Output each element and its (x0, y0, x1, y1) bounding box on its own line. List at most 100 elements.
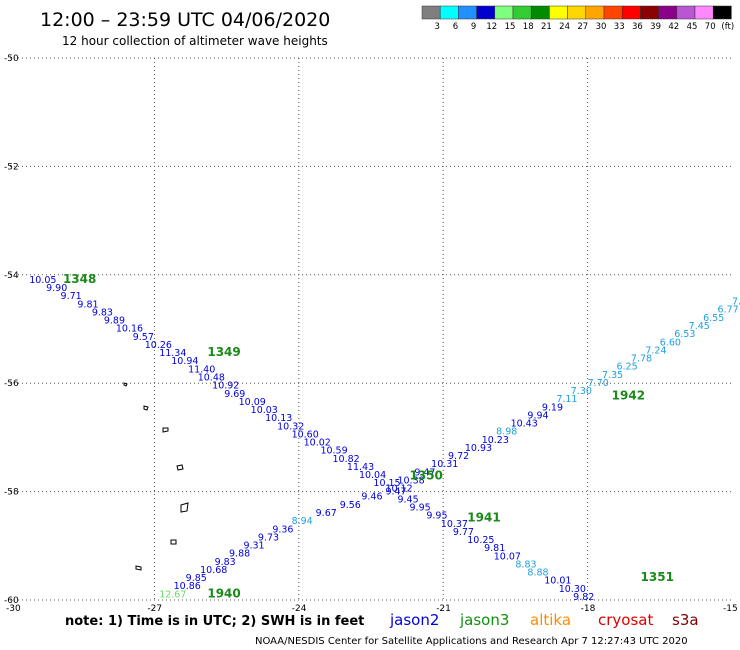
swh-value: 10.25 (467, 535, 494, 546)
swh-value: 6.60 (660, 337, 681, 348)
island-outline (135, 565, 142, 571)
swh-value: 8.83 (515, 559, 536, 570)
y-tick-label: -56 (4, 379, 19, 389)
island-outline (176, 464, 184, 471)
swh-value: 9.31 (243, 541, 264, 552)
satellite-name: altika (530, 611, 571, 629)
scale-label: 24 (559, 22, 570, 32)
island-outline (162, 427, 169, 433)
scale-swatch (421, 5, 441, 20)
swh-value: 10.16 (116, 324, 143, 335)
satellite-name: s3a (672, 611, 699, 629)
swh-value: 10.94 (171, 356, 198, 367)
swh-value: 10.02 (304, 438, 331, 449)
scale-label: 21 (541, 22, 552, 32)
swh-value: 10.26 (145, 340, 172, 351)
scale-label: 33 (614, 22, 625, 32)
swh-value: 7.45 (689, 321, 710, 332)
scale-swatch (585, 5, 605, 20)
swh-value: 11.34 (159, 348, 186, 359)
swh-value: 9.67 (316, 508, 337, 519)
swh-value: 6.55 (703, 313, 724, 324)
swh-value: 9.19 (542, 402, 563, 413)
swh-value: 7.24 (645, 345, 666, 356)
swh-value: 7.35 (602, 370, 623, 381)
swh-value: 9.47 (414, 467, 435, 478)
pass-label: 1941 (467, 510, 500, 524)
swh-value: 9.89 (104, 316, 125, 327)
scale-label: 39 (650, 22, 661, 32)
credit-line: NOAA/NESDIS Center for Satellite Applica… (255, 636, 688, 647)
swh-values: 10.059.909.719.819.839.8910.169.5710.261… (29, 275, 740, 603)
swh-value: 10.07 (494, 551, 521, 562)
scale-label: 70 (705, 22, 716, 32)
swh-value: 9.90 (46, 283, 67, 294)
swh-value: 10.93 (465, 443, 492, 454)
swh-value: 9.85 (186, 573, 207, 584)
swh-value: 9.82 (573, 592, 594, 603)
scale-swatch (567, 5, 587, 20)
scale-swatch (712, 5, 732, 20)
swh-value: 7.68 (732, 297, 740, 308)
scale-label: 36 (632, 22, 643, 32)
y-tick-label: -54 (4, 271, 19, 281)
scale-label: 15 (505, 22, 516, 32)
swh-value: 10.23 (482, 435, 509, 446)
scale-swatch (621, 5, 641, 20)
scale-swatch (439, 5, 459, 20)
chart-title: 12:00 – 23:59 UTC 04/06/2020 (40, 9, 330, 31)
swh-value: 9.94 (527, 410, 548, 421)
swh-value: 7.11 (556, 394, 577, 405)
y-tick-label: -52 (4, 162, 19, 172)
pass-labels: 1348 1349 1350 1351 1941 1940 1942 (63, 272, 674, 600)
scale-swatch (494, 5, 514, 20)
swh-value: 10.31 (431, 459, 458, 470)
swh-value: 10.60 (292, 429, 319, 440)
swh-value: 9.81 (77, 299, 98, 310)
pass-label: 1349 (207, 345, 240, 359)
swh-value: 9.56 (340, 500, 361, 511)
swh-value: 9.88 (229, 549, 250, 560)
pass-label: 1351 (641, 570, 674, 584)
swh-value: 6.25 (616, 362, 637, 373)
island-outline (170, 539, 177, 545)
island-outline (123, 382, 128, 387)
swh-value: 8.88 (527, 568, 548, 579)
swh-value: 10.43 (511, 419, 538, 430)
pass-label: 1350 (410, 469, 443, 483)
swh-value: 6.77 (718, 305, 739, 316)
swh-value: 9.69 (224, 389, 245, 400)
scale-swatch (658, 5, 678, 20)
scale-swatch (530, 5, 550, 20)
color-scale-legend: 3 6 9 12 15 18 21 24 27 30 33 36 39 42 45 70 (ft) (421, 5, 734, 32)
island-outline (180, 502, 189, 513)
swh-value: 10.32 (277, 421, 304, 432)
x-tick-label: -27 (147, 604, 162, 614)
scale-swatch (458, 5, 477, 20)
x-tick-label: -21 (436, 604, 451, 614)
swh-value: 10.12 (385, 484, 412, 495)
swh-value: 9.83 (92, 307, 113, 318)
swh-value: 10.38 (397, 475, 424, 486)
scale-swatch (512, 5, 532, 20)
swh-value: 9.71 (61, 291, 82, 302)
swh-value: 10.15 (373, 478, 400, 489)
swh-value: 7.78 (631, 354, 652, 365)
swh-value: 10.82 (332, 454, 359, 465)
satellite-name: jason2 (389, 611, 439, 629)
scale-swatch (694, 5, 714, 20)
swh-value: 10.09 (239, 397, 266, 408)
island-outlines (123, 382, 189, 571)
satellite-legend: jason2 jason3 altika cryosat s3a (389, 611, 699, 629)
y-tick-label: -50 (4, 54, 19, 64)
y-tick-label: -60 (4, 596, 19, 606)
island-outline (143, 405, 149, 411)
scale-label: 30 (596, 22, 607, 32)
swh-value: 8.94 (292, 516, 313, 527)
pass-label: 1940 (207, 586, 240, 600)
swh-value: 9.47 (385, 486, 406, 497)
y-tick-label: -58 (4, 488, 19, 498)
scale-label: 3 (434, 22, 439, 32)
scale-label: 27 (577, 22, 588, 32)
swh-value: 9.73 (258, 532, 279, 543)
